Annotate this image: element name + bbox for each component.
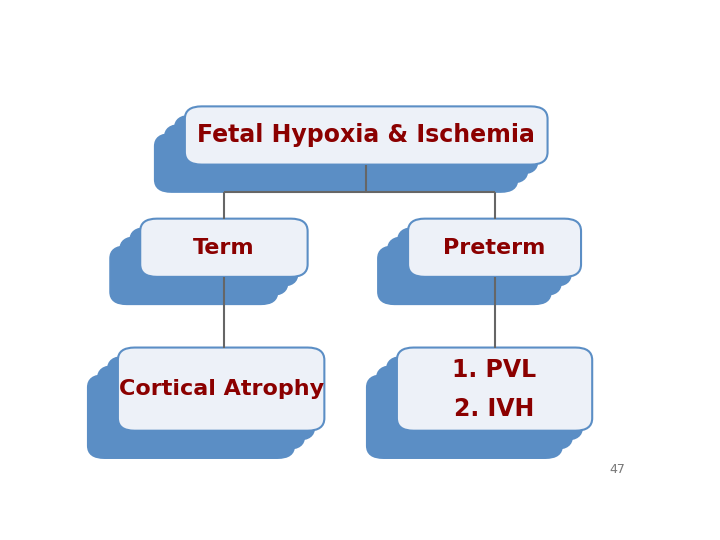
Text: Cortical Atrophy: Cortical Atrophy: [119, 379, 324, 399]
Text: 47: 47: [610, 463, 626, 476]
FancyBboxPatch shape: [120, 237, 287, 295]
FancyBboxPatch shape: [88, 375, 294, 458]
FancyBboxPatch shape: [155, 134, 518, 192]
FancyBboxPatch shape: [165, 125, 528, 183]
FancyBboxPatch shape: [398, 228, 571, 286]
FancyBboxPatch shape: [366, 375, 562, 458]
FancyBboxPatch shape: [388, 237, 561, 295]
FancyBboxPatch shape: [378, 246, 551, 305]
FancyBboxPatch shape: [108, 357, 315, 440]
FancyBboxPatch shape: [377, 366, 572, 449]
Text: Preterm: Preterm: [444, 238, 546, 258]
FancyBboxPatch shape: [408, 219, 581, 277]
FancyBboxPatch shape: [185, 106, 548, 165]
Text: 1. PVL
2. IVH: 1. PVL 2. IVH: [452, 357, 536, 421]
FancyBboxPatch shape: [110, 246, 277, 305]
FancyBboxPatch shape: [98, 366, 305, 449]
FancyBboxPatch shape: [118, 348, 324, 431]
FancyBboxPatch shape: [175, 116, 538, 174]
FancyBboxPatch shape: [140, 219, 307, 277]
FancyBboxPatch shape: [130, 228, 297, 286]
FancyBboxPatch shape: [397, 348, 593, 431]
Text: Fetal Hypoxia & Ischemia: Fetal Hypoxia & Ischemia: [197, 124, 535, 147]
FancyBboxPatch shape: [387, 357, 582, 440]
Text: Term: Term: [193, 238, 255, 258]
